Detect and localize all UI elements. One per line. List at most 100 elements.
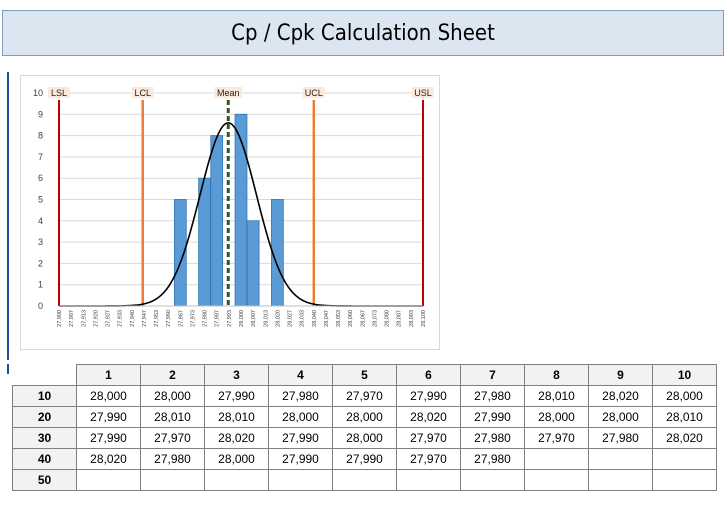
table-row: 50 xyxy=(12,469,717,491)
table-cell[interactable]: 27,990 xyxy=(268,448,333,470)
x-tick-label: 28,080 xyxy=(385,310,391,327)
y-tick-label: 10 xyxy=(33,88,43,98)
page-title: Cp / Cpk Calculation Sheet xyxy=(231,20,495,46)
table-cell[interactable]: 28,000 xyxy=(204,448,269,470)
x-tick-label: 27,927 xyxy=(106,310,112,327)
table-header-row: 1 2 3 4 5 6 7 8 9 10 xyxy=(12,364,717,386)
y-tick-label: 9 xyxy=(38,109,43,119)
limit-label-bg xyxy=(302,87,325,98)
table-cell[interactable] xyxy=(140,469,205,491)
histogram-bar xyxy=(234,113,248,307)
table-cell[interactable]: 27,990 xyxy=(76,406,141,428)
x-tick-label: 27,940 xyxy=(130,310,136,327)
table-cell[interactable]: 27,980 xyxy=(268,385,333,407)
table-cell[interactable]: 28,000 xyxy=(588,406,653,428)
x-tick-label: 27,993 xyxy=(227,310,233,327)
table-cell[interactable] xyxy=(396,469,461,491)
table-cell[interactable]: 27,990 xyxy=(396,385,461,407)
table-cell[interactable]: 27,990 xyxy=(76,427,141,449)
x-tick-label: 27,947 xyxy=(142,310,148,327)
table-cell[interactable] xyxy=(460,469,525,491)
table-cell[interactable]: 27,970 xyxy=(524,427,589,449)
row-header: 50 xyxy=(12,469,77,491)
x-tick-label: 28,033 xyxy=(300,310,306,327)
table-cell[interactable]: 28,010 xyxy=(204,406,269,428)
x-tick-label: 28,093 xyxy=(409,310,415,327)
table-cell[interactable]: 28,000 xyxy=(652,385,717,407)
x-tick-label: 28,073 xyxy=(372,310,378,327)
table-cell[interactable]: 27,990 xyxy=(460,406,525,428)
y-tick-label: 1 xyxy=(38,280,43,290)
y-tick-label: 5 xyxy=(38,195,43,205)
row-header: 40 xyxy=(12,448,77,470)
table-cell[interactable]: 27,970 xyxy=(396,448,461,470)
table-cell[interactable] xyxy=(524,448,589,470)
table-cell[interactable]: 27,980 xyxy=(460,385,525,407)
table-cell[interactable]: 27,980 xyxy=(588,427,653,449)
column-header: 4 xyxy=(268,364,333,386)
limit-label: LCL xyxy=(134,88,151,98)
x-tick-label: 28,060 xyxy=(348,310,354,327)
table-cell[interactable] xyxy=(332,469,397,491)
x-tick-label: 27,907 xyxy=(69,310,75,327)
table-cell[interactable]: 27,970 xyxy=(396,427,461,449)
table-cell[interactable]: 27,970 xyxy=(140,427,205,449)
table-cell[interactable] xyxy=(524,469,589,491)
table-cell[interactable]: 27,980 xyxy=(460,427,525,449)
table-cell[interactable]: 27,990 xyxy=(332,448,397,470)
table-cell[interactable]: 28,000 xyxy=(524,406,589,428)
measurement-table: 1 2 3 4 5 6 7 8 9 10 10 28,000 28,000 27,990 27,980 27… xyxy=(12,364,717,491)
table-cell[interactable]: 27,980 xyxy=(140,448,205,470)
row-header: 30 xyxy=(12,427,77,449)
column-header: 1 xyxy=(76,364,141,386)
histogram-chart: 0 1 2 3 4 5 6 7 8 9 10 27,900 27,907 27,913 27,920 27,9… xyxy=(20,75,440,350)
limit-label: UCL xyxy=(305,88,323,98)
x-tick-label: 28,100 xyxy=(421,310,427,327)
x-tick-label: 27,953 xyxy=(154,310,160,327)
x-tick-label: 28,000 xyxy=(239,310,245,327)
histogram-svg: 0 1 2 3 4 5 6 7 8 9 10 27,900 27,907 27,913 27,920 27,9… xyxy=(33,87,434,327)
table-cell[interactable]: 28,000 xyxy=(332,406,397,428)
table-cell[interactable]: 28,020 xyxy=(76,448,141,470)
table-cell[interactable]: 28,020 xyxy=(396,406,461,428)
table-cell[interactable]: 27,990 xyxy=(204,385,269,407)
table-cell[interactable]: 28,000 xyxy=(76,385,141,407)
table-cell[interactable]: 28,020 xyxy=(652,427,717,449)
x-tick-label: 27,913 xyxy=(81,310,87,327)
table-cell[interactable] xyxy=(76,469,141,491)
x-tick-label: 28,053 xyxy=(336,310,342,327)
table-cell[interactable]: 27,980 xyxy=(460,448,525,470)
limit-label-bg xyxy=(412,87,434,98)
column-header: 7 xyxy=(460,364,525,386)
table-cell[interactable]: 27,990 xyxy=(268,427,333,449)
title-bar: Cp / Cpk Calculation Sheet xyxy=(2,10,724,56)
x-tick-label: 27,933 xyxy=(118,310,124,327)
table-cell[interactable]: 28,010 xyxy=(524,385,589,407)
table-cell[interactable] xyxy=(652,448,717,470)
column-header: 8 xyxy=(524,364,589,386)
table-cell[interactable] xyxy=(588,469,653,491)
table-cell[interactable] xyxy=(204,469,269,491)
y-tick-label: 3 xyxy=(38,237,43,247)
limit-label: Mean xyxy=(217,88,240,98)
table-cell[interactable]: 28,000 xyxy=(332,427,397,449)
table-cell[interactable]: 28,000 xyxy=(268,406,333,428)
table-cell[interactable] xyxy=(588,448,653,470)
column-header: 3 xyxy=(204,364,269,386)
table-cell[interactable]: 28,010 xyxy=(652,406,717,428)
table-cell[interactable]: 27,970 xyxy=(332,385,397,407)
table-cell[interactable]: 28,010 xyxy=(140,406,205,428)
y-tick-label: 2 xyxy=(38,258,43,268)
x-tick-label: 27,960 xyxy=(166,310,172,327)
limit-label-bg xyxy=(48,87,70,98)
column-header: 6 xyxy=(396,364,461,386)
table-cell[interactable] xyxy=(652,469,717,491)
table-row: 10 28,000 28,000 27,990 27,980 27,970 27,990 27… xyxy=(12,385,717,407)
left-rule-top xyxy=(7,72,9,360)
table-cell[interactable] xyxy=(268,469,333,491)
table-cell[interactable]: 28,020 xyxy=(204,427,269,449)
table-cell[interactable]: 28,000 xyxy=(140,385,205,407)
limit-label-bg xyxy=(214,87,243,98)
table-cell[interactable]: 28,020 xyxy=(588,385,653,407)
y-tick-label: 8 xyxy=(38,131,43,141)
